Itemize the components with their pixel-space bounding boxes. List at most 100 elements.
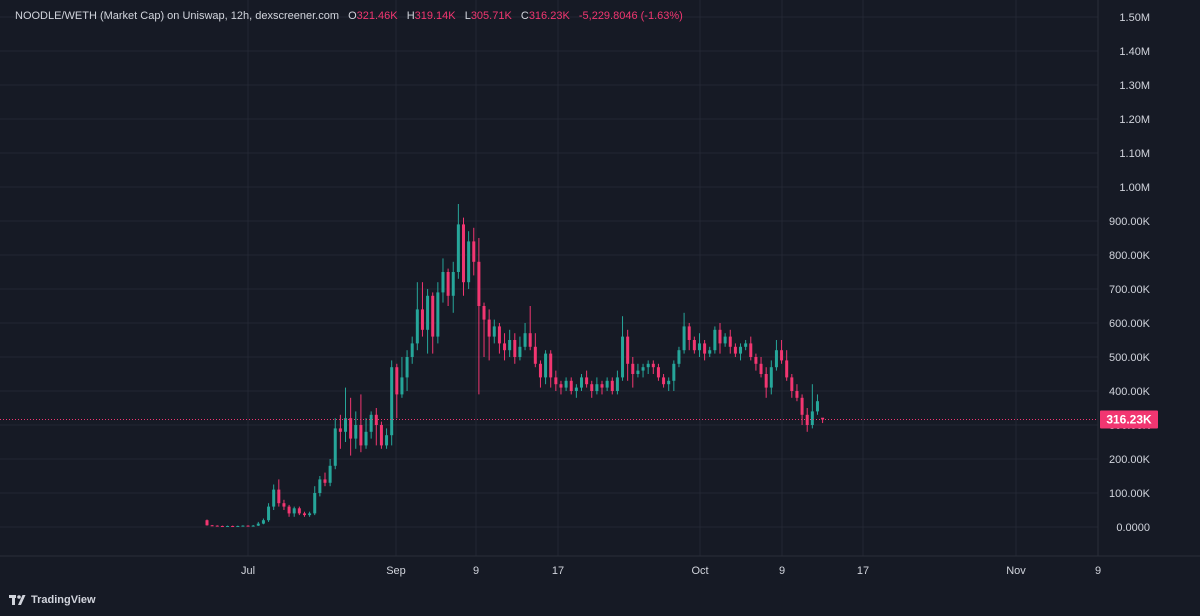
candle-body [579,377,583,388]
candle [338,414,342,449]
candle [544,350,548,385]
price-tick-label: 900.00K [1109,216,1151,228]
candle [390,360,394,446]
candle [739,343,743,361]
candle-body [636,370,640,374]
legend-close: C316.23K [521,10,573,22]
candle [487,309,491,361]
candle-body [395,367,399,395]
candle [436,282,440,344]
candle [364,418,368,449]
candle-body [662,377,666,385]
time-tick-label: Jul [241,565,255,577]
candle-body [590,384,594,391]
candle [764,367,768,398]
candle-body [790,377,794,391]
candle-body [744,343,748,347]
candle [267,503,271,522]
candle [667,377,671,391]
candle-body [554,377,558,385]
candle-body [713,329,717,351]
candle [590,380,594,398]
candle-body [390,367,394,436]
time-tick-label: 9 [1095,565,1101,577]
candle [292,506,296,517]
candle [359,394,363,453]
candle [210,524,214,527]
price-tick-label: 600.00K [1109,318,1151,330]
candle [302,511,306,517]
tradingview-logo-icon [9,595,26,605]
candle [405,350,409,391]
candle [585,370,589,388]
candle-body [492,326,496,337]
candle-body [369,414,373,432]
candle [672,360,676,391]
candle [333,418,337,470]
chart-legend: NOODLE/WETH (Market Cap) on Uniswap, 12h… [15,10,683,22]
candle [374,408,378,446]
candle [795,384,799,402]
time-tick-label: 17 [552,565,564,577]
candle-body [374,414,378,425]
candle [231,525,235,527]
legend-high: H319.14K [407,10,459,22]
candle [451,261,455,313]
candle-body [467,241,471,283]
candle [241,525,245,527]
candles [205,204,825,527]
candle-body [441,272,445,293]
candle-body [431,295,435,337]
candle [759,357,763,378]
candle-body [251,525,255,527]
candle [636,363,640,378]
price-tick-label: 100.00K [1109,488,1151,500]
footer-bar [0,580,1200,616]
last-price-badge: 316.23K [1100,410,1158,429]
candle-body [472,241,476,262]
candle-body [477,261,481,306]
candlestick-chart[interactable]: 0.0000100.00K200.00K300.00K400.00K500.00… [0,0,1200,580]
price-tick-label: 400.00K [1109,386,1151,398]
candle [415,282,419,351]
candle-body [226,525,230,527]
candle [708,346,712,357]
candle-body [508,340,512,351]
last-price-badge-bg [1100,410,1158,429]
candle-body [739,346,743,354]
candle [420,282,424,337]
candle [554,370,558,391]
candle [703,340,707,361]
candle-body [646,363,650,368]
candle-body [272,489,276,507]
candle-body [754,357,758,364]
candle-body [687,326,691,340]
candle [456,204,460,279]
legend-change: -5,229.8046 (-1.63%) [578,10,683,22]
horizontal-gridlines [0,16,1098,528]
candle [205,519,209,526]
candle [605,377,609,391]
candle [513,333,517,364]
chart-area[interactable]: 0.0000100.00K200.00K300.00K400.00K500.00… [0,0,1200,580]
candle [533,333,537,368]
candle-body [328,465,332,483]
candle [385,428,389,449]
candle [656,363,660,381]
candle [733,343,737,357]
candle-body [400,377,404,395]
price-tick-label: 500.00K [1109,352,1151,364]
candle [318,476,322,497]
candle-body [410,343,414,357]
candle-body [487,319,491,337]
candle-body [759,363,763,374]
candle-body [333,428,337,466]
price-tick-label: 0.0000 [1116,522,1150,534]
candle-body [267,506,271,521]
candle [472,227,476,276]
time-tick-label: 9 [473,565,479,577]
candle-body [815,401,819,412]
candle-body [774,350,778,368]
candle-body [569,380,573,391]
tradingview-logo[interactable]: TradingView [9,594,96,606]
